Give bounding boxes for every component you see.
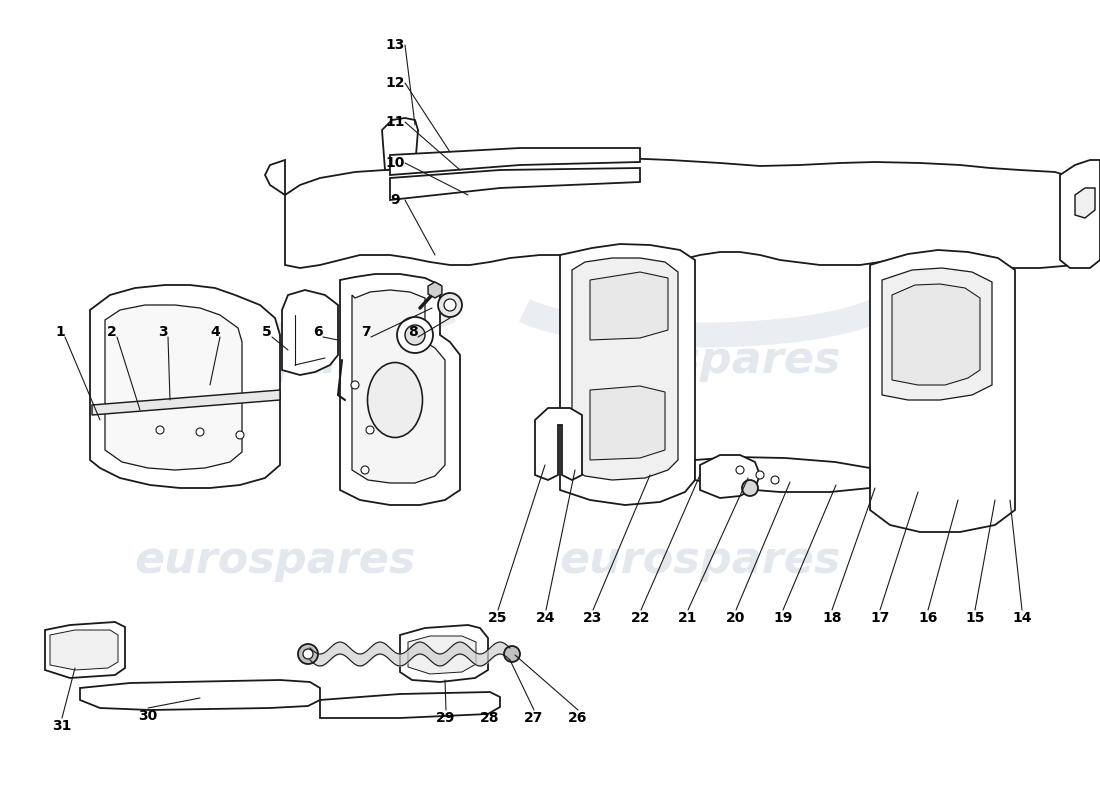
Polygon shape xyxy=(382,118,418,170)
Circle shape xyxy=(298,644,318,664)
Polygon shape xyxy=(390,148,640,175)
Circle shape xyxy=(438,293,462,317)
Text: 17: 17 xyxy=(870,611,890,625)
Circle shape xyxy=(405,325,425,345)
Text: 28: 28 xyxy=(481,711,499,725)
Text: 16: 16 xyxy=(918,611,937,625)
Text: eurospares: eurospares xyxy=(134,538,416,582)
Polygon shape xyxy=(892,284,980,385)
Text: 11: 11 xyxy=(385,115,405,129)
Text: 4: 4 xyxy=(210,325,220,339)
Text: 23: 23 xyxy=(583,611,603,625)
Polygon shape xyxy=(90,285,280,488)
Polygon shape xyxy=(285,157,1085,268)
Polygon shape xyxy=(572,258,678,480)
Polygon shape xyxy=(1060,160,1100,268)
Text: 1: 1 xyxy=(55,325,65,339)
Polygon shape xyxy=(882,268,992,400)
Circle shape xyxy=(504,646,520,662)
Circle shape xyxy=(351,381,359,389)
Text: 5: 5 xyxy=(262,325,272,339)
Circle shape xyxy=(156,426,164,434)
Text: 20: 20 xyxy=(726,611,746,625)
Circle shape xyxy=(742,480,758,496)
Polygon shape xyxy=(695,457,870,492)
Text: 14: 14 xyxy=(1012,611,1032,625)
Text: 8: 8 xyxy=(408,325,418,339)
Text: eurospares: eurospares xyxy=(559,338,840,382)
Text: eurospares: eurospares xyxy=(559,538,840,582)
Polygon shape xyxy=(1075,188,1094,218)
Text: 3: 3 xyxy=(158,325,168,339)
Polygon shape xyxy=(320,692,500,718)
Text: 30: 30 xyxy=(139,709,157,723)
Polygon shape xyxy=(265,160,285,195)
Text: 22: 22 xyxy=(631,611,651,625)
Polygon shape xyxy=(535,408,582,480)
Ellipse shape xyxy=(367,362,422,438)
Text: 7: 7 xyxy=(361,325,371,339)
Text: 25: 25 xyxy=(488,611,508,625)
Polygon shape xyxy=(390,168,640,200)
Text: 31: 31 xyxy=(53,719,72,733)
Circle shape xyxy=(236,431,244,439)
Polygon shape xyxy=(700,455,760,498)
Polygon shape xyxy=(92,390,280,415)
Text: 29: 29 xyxy=(437,711,455,725)
Text: 19: 19 xyxy=(773,611,793,625)
Text: eurospares: eurospares xyxy=(134,338,416,382)
Polygon shape xyxy=(80,680,320,710)
Polygon shape xyxy=(352,290,446,483)
Text: 10: 10 xyxy=(385,156,405,170)
Circle shape xyxy=(736,466,744,474)
Polygon shape xyxy=(590,386,666,460)
Polygon shape xyxy=(50,630,118,670)
Text: 24: 24 xyxy=(537,611,556,625)
Text: 2: 2 xyxy=(107,325,117,339)
Polygon shape xyxy=(870,250,1015,532)
Text: 9: 9 xyxy=(390,193,399,207)
Polygon shape xyxy=(104,305,242,470)
Circle shape xyxy=(366,426,374,434)
Polygon shape xyxy=(428,282,442,298)
Polygon shape xyxy=(400,625,488,682)
Polygon shape xyxy=(45,622,125,678)
Text: 6: 6 xyxy=(314,325,322,339)
Polygon shape xyxy=(282,290,338,375)
Circle shape xyxy=(196,428,204,436)
Text: 21: 21 xyxy=(679,611,697,625)
Text: 18: 18 xyxy=(823,611,842,625)
Circle shape xyxy=(444,299,456,311)
Polygon shape xyxy=(408,636,476,674)
Circle shape xyxy=(756,471,764,479)
Text: 12: 12 xyxy=(385,76,405,90)
Circle shape xyxy=(361,466,368,474)
Text: 26: 26 xyxy=(569,711,587,725)
Polygon shape xyxy=(560,244,695,505)
Text: 27: 27 xyxy=(525,711,543,725)
Text: 13: 13 xyxy=(385,38,405,52)
Circle shape xyxy=(771,476,779,484)
Text: 15: 15 xyxy=(966,611,984,625)
Circle shape xyxy=(302,649,313,659)
Polygon shape xyxy=(340,274,460,505)
Polygon shape xyxy=(590,272,668,340)
Circle shape xyxy=(397,317,433,353)
